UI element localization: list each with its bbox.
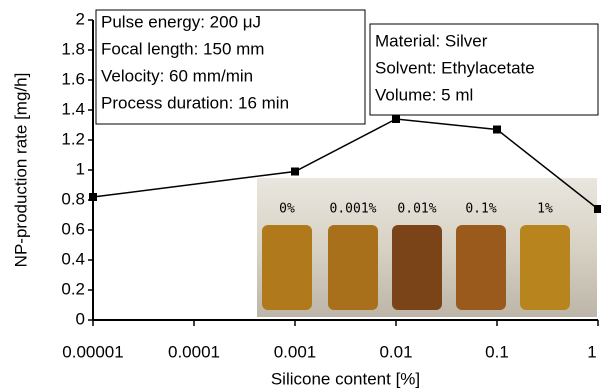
inset-label: 0.001% [330,202,377,217]
data-point [493,126,501,134]
y-tick-label: 0 [76,309,85,328]
inset-label: 0.01% [397,202,436,217]
y-tick-label: 0.2 [61,279,85,298]
chart: 0% 0.001% 0.01% 0.1% 1% 0 0.2 0.4 0.6 0.8 1 1.2 1.4… [0,0,601,390]
x-axis-label: Silicone content [%] [271,369,420,388]
y-axis-label: NP-production rate [mg/h] [11,73,30,268]
x-tick-label: 1 [587,342,596,361]
annotation-text: Process duration: 16 min [101,93,289,112]
annotation-text: Material: Silver [375,31,488,50]
annotation-text: Solvent: Ethylacetate [375,58,535,77]
vial [392,225,442,310]
annotation-text: Focal length: 150 mm [101,39,264,58]
x-tick-label: 0.0001 [168,342,220,361]
y-tick-label: 2 [76,9,85,28]
x-tick-label: 0.001 [274,342,317,361]
y-tick-label: 1 [76,159,85,178]
x-tick-label: 0.01 [379,342,412,361]
inset-photo: 0% 0.001% 0.01% 0.1% 1% [257,178,597,317]
inset-label: 0% [279,202,295,217]
annotation-text: Velocity: 60 mm/min [101,66,253,85]
vial [262,225,312,310]
annotation-text: Pulse energy: 200 μJ [101,12,261,31]
y-tick-label: 0.6 [61,219,85,238]
y-tick-label: 1.6 [61,69,85,88]
data-point [291,168,299,176]
x-tick-label: 0.1 [485,342,509,361]
inset-label: 1% [537,202,553,217]
annotation-text: Volume: 5 ml [375,85,473,104]
data-point [89,193,97,201]
vial [520,225,570,310]
y-tick-label: 1.4 [61,99,85,118]
inset-label: 0.1% [465,202,496,217]
data-point [392,115,400,123]
vial [328,225,378,310]
y-tick-label: 1.8 [61,39,85,58]
y-tick-label: 0.4 [61,249,85,268]
vial [456,225,506,310]
data-point [594,205,601,213]
x-tick-label: 0.00001 [62,342,123,361]
y-tick-label: 0.8 [61,189,85,208]
y-tick-label: 1.2 [61,129,85,148]
